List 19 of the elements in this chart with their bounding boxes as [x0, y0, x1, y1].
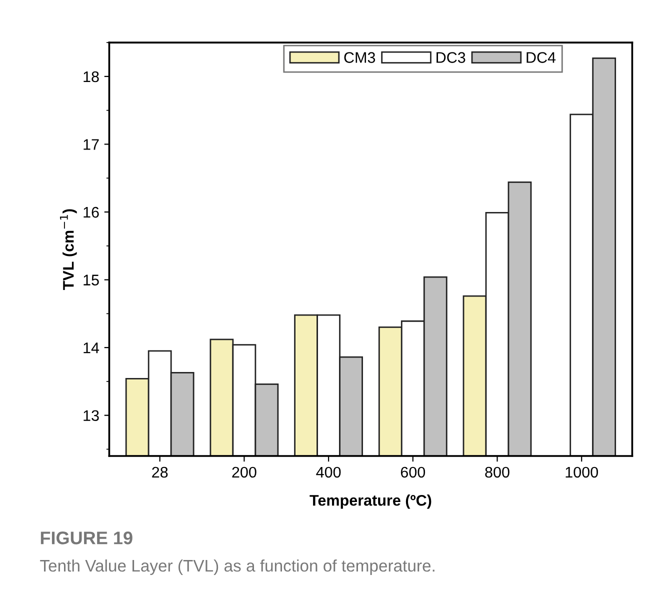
text: Tenth Value Layer (TVL) as a function of temperature. — [40, 559, 434, 575]
y-tick-label: 13 — [84, 410, 99, 422]
legend-label: DC4 — [526, 52, 556, 63]
x-tick-label: 800 — [485, 466, 510, 478]
y-tick-label: 14 — [84, 342, 100, 354]
y-axis-title: TVL (cm$^{−1}$) — [60, 209, 77, 290]
y-tick-label: 15 — [84, 274, 99, 286]
y-tick-label: 18 — [84, 71, 99, 82]
x-tick-label: 600 — [400, 466, 426, 478]
x-tick-label: 1000 — [566, 466, 598, 478]
y-tick-label: 17 — [84, 139, 99, 150]
x-axis-title: Temperature (ºC) — [310, 494, 432, 509]
y-tick-label: 16 — [84, 206, 99, 218]
caption: FIGURE 19 — [40, 532, 132, 544]
x-tick-label: 200 — [232, 466, 256, 478]
x-tick-label: 28 — [152, 466, 168, 478]
legend-label: DC3 — [436, 52, 466, 63]
legend-label: CM3 — [344, 52, 376, 63]
x-tick-label: 400 — [316, 466, 341, 478]
